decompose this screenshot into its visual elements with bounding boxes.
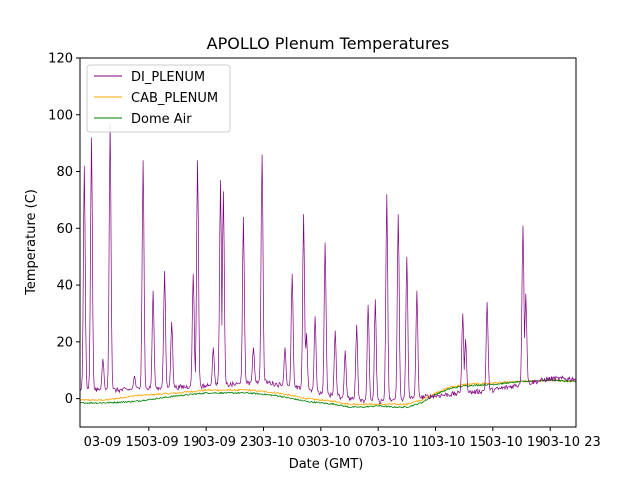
- y-tick-label: 120: [48, 52, 73, 67]
- y-tick-label: 100: [48, 108, 73, 123]
- legend-label-dome-air: Dome Air: [131, 112, 192, 127]
- legend-label-di-plenum: DI_PLENUM: [131, 70, 205, 85]
- x-tick-label: 03-10 03: [256, 435, 314, 450]
- y-tick-label: 80: [56, 165, 73, 180]
- x-tick-label: 03-09 23: [198, 435, 256, 450]
- legend-label-cab-plenum: CAB_PLENUM: [131, 91, 218, 106]
- y-tick-label: 20: [56, 335, 73, 350]
- y-tick-label: 40: [56, 279, 73, 294]
- x-tick-label: 03-09 19: [141, 435, 199, 450]
- x-axis-label: Date (GMT): [289, 457, 364, 472]
- legend-box: [86, 64, 231, 133]
- chart-title: APOLLO Plenum Temperatures: [207, 34, 450, 53]
- x-tick-label: 03-09 15: [84, 435, 142, 450]
- y-axis: 0 20 40 60 80 100 120: [48, 52, 80, 407]
- series-line-dome-air: [80, 378, 576, 409]
- y-tick-label: 60: [56, 222, 73, 237]
- x-tick-label: 03-10 19: [485, 435, 543, 450]
- y-axis-label: Temperature (C): [24, 189, 39, 296]
- series-line-di-plenum: [80, 123, 576, 405]
- legend: DI_PLENUM CAB_PLENUM Dome Air: [86, 64, 231, 133]
- series-layer: [80, 123, 576, 409]
- series-line-cab-plenum: [80, 378, 576, 406]
- x-tick-label: 03-10 15: [428, 435, 486, 450]
- x-tick-label: 03-10 11: [370, 435, 428, 450]
- plot-frame: [79, 57, 577, 428]
- y-tick-label: 0: [65, 392, 73, 407]
- x-tick-label: 03-10 23: [542, 435, 600, 450]
- x-tick-label: 03-10 07: [313, 435, 371, 450]
